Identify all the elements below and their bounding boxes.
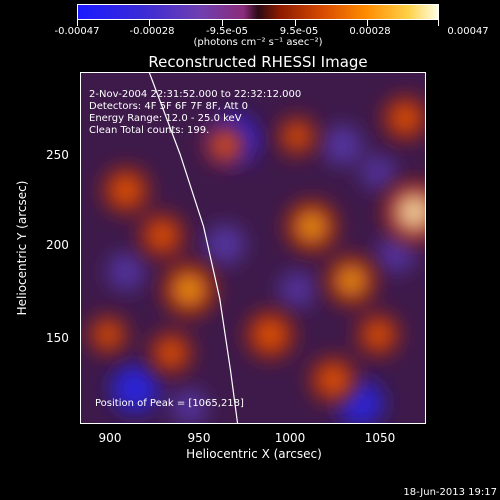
heatmap-positive-core bbox=[368, 325, 388, 345]
heatmap-positive-core bbox=[395, 108, 416, 129]
heatmap-positive-core bbox=[216, 136, 235, 155]
y-tick-label: 200 bbox=[46, 238, 69, 252]
annotation-energy-range: Energy Range: 12.0 - 25.0 keV bbox=[89, 113, 242, 124]
heatmap-negative-blob bbox=[360, 154, 396, 190]
x-tick-label: 1050 bbox=[364, 431, 396, 445]
heatmap-negative-blob bbox=[111, 364, 159, 413]
heatmap-positive-core bbox=[99, 326, 117, 344]
chart-title: Reconstructed RHESSI Image bbox=[148, 53, 368, 71]
x-tick-label: 1000 bbox=[274, 431, 306, 445]
heatmap-positive-core bbox=[152, 225, 173, 246]
colorbar-tick bbox=[438, 20, 439, 26]
heatmap-positive-core bbox=[400, 197, 425, 226]
colorbar-unit-label: (photons cm⁻² s⁻¹ asec⁻²) bbox=[193, 37, 323, 48]
colorbar-tick-label: 0.00047 bbox=[447, 26, 489, 37]
y-axis-label: Heliocentric Y (arcsec) bbox=[15, 180, 29, 316]
x-axis-label: Heliocentric X (arcsec) bbox=[186, 447, 322, 461]
heatmap-positive-core bbox=[340, 269, 363, 292]
colorbar-tick bbox=[77, 20, 78, 26]
colorbar-tick bbox=[149, 20, 150, 26]
y-tick-label: 250 bbox=[46, 148, 69, 162]
plot-area: 2-Nov-2004 22:31:52.000 to 22:32:12.000 … bbox=[80, 72, 426, 424]
heatmap-negative-blob bbox=[322, 125, 363, 165]
heatmap-positive-core bbox=[115, 179, 137, 201]
colorbar-tick-label: -0.00047 bbox=[54, 26, 100, 37]
heatmap-negative-blob bbox=[278, 271, 316, 308]
colorbar-tick bbox=[222, 20, 223, 26]
annotation-time-range: 2-Nov-2004 22:31:52.000 to 22:32:12.000 bbox=[89, 89, 302, 100]
heatmap-positive-core bbox=[288, 127, 306, 145]
y-tick-label: 150 bbox=[46, 331, 69, 345]
colorbar-tick bbox=[295, 20, 296, 26]
annotation-clean-counts: Clean Total counts: 199. bbox=[89, 125, 210, 136]
x-tick-label: 900 bbox=[98, 431, 122, 445]
colorbar-tick-label: 0.00028 bbox=[349, 26, 391, 37]
colorbar bbox=[77, 4, 439, 20]
colorbar-tick-label: -9.5e-05 bbox=[206, 26, 248, 37]
heatmap-positive-core bbox=[322, 369, 344, 391]
footer-timestamp: 18-Jun-2013 19:17 bbox=[403, 487, 497, 498]
heatmap-positive-core bbox=[299, 214, 324, 239]
heatmap-positive-core bbox=[259, 323, 282, 346]
heatmap-negative-blob bbox=[377, 234, 416, 273]
heatmap-positive-core bbox=[176, 277, 202, 302]
heatmap-negative-blob bbox=[170, 388, 208, 423]
heatmap-svg bbox=[81, 73, 425, 423]
heatmap-negative-blob bbox=[205, 224, 245, 265]
solar-limb-line bbox=[148, 73, 239, 423]
annotation-peak-position: Position of Peak = [1065,218] bbox=[95, 398, 244, 409]
colorbar-tick bbox=[367, 20, 368, 26]
colorbar-tick-label: -0.00028 bbox=[129, 26, 175, 37]
heatmap-positive-core bbox=[161, 343, 181, 363]
x-tick-label: 950 bbox=[187, 431, 211, 445]
colorbar-tick-label: 9.5e-05 bbox=[279, 26, 319, 37]
annotation-detectors: Detectors: 4F 5F 6F 7F 8F, Att 0 bbox=[89, 101, 249, 112]
heatmap-negative-blob bbox=[107, 252, 146, 291]
